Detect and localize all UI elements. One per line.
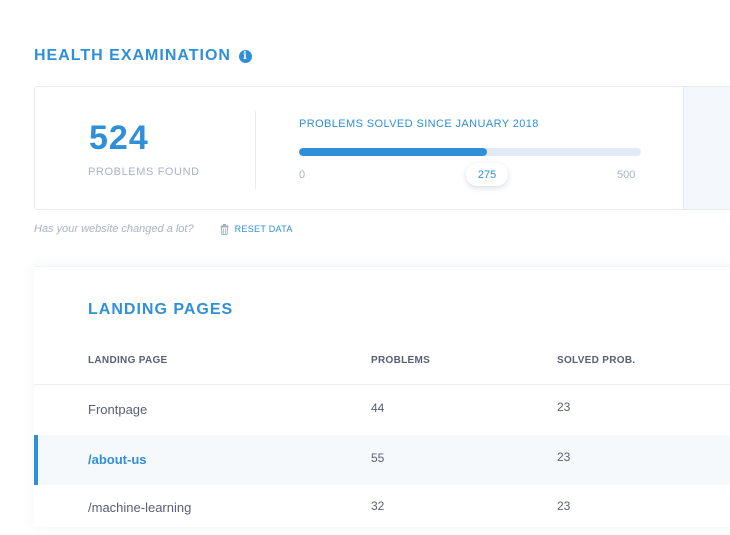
table-row[interactable]: Frontpage 44 23	[34, 385, 730, 435]
divider	[255, 111, 256, 189]
progress-value-badge: 275	[466, 163, 509, 186]
page-title-text: HEALTH EXAMINATION	[34, 47, 231, 64]
reset-data-label: RESET DATA	[234, 224, 293, 234]
landing-pages-card: LANDING PAGES LANDING PAGE PROBLEMS SOLV…	[34, 266, 730, 527]
progress-max-label: 500	[617, 169, 636, 181]
reset-data-button[interactable]: RESET DATA	[220, 223, 293, 235]
trash-icon	[220, 223, 229, 235]
side-panel	[683, 87, 730, 209]
summary-card: 524 PROBLEMS FOUND PROBLEMS SOLVED SINCE…	[34, 86, 730, 210]
problems-found-label: PROBLEMS FOUND	[88, 166, 200, 178]
column-header-problems[interactable]: PROBLEMS	[371, 355, 431, 366]
problems-cell: 32	[371, 499, 385, 513]
website-changed-question: Has your website changed a lot?	[34, 223, 194, 235]
landing-pages-title: LANDING PAGES	[88, 301, 234, 318]
solved-cell: 23	[557, 499, 571, 513]
landing-page-cell: /about-us	[88, 452, 147, 467]
progress-min-label: 0	[299, 169, 306, 181]
landing-page-cell: Frontpage	[88, 402, 148, 417]
column-header-landing-page[interactable]: LANDING PAGE	[88, 355, 168, 366]
website-changed-row: Has your website changed a lot? RESET DA…	[34, 223, 293, 235]
landing-page-cell: /machine-learning	[88, 500, 192, 515]
problems-cell: 44	[371, 401, 385, 415]
solved-cell: 23	[557, 450, 571, 464]
progress-fill	[299, 148, 488, 156]
solved-cell: 23	[557, 400, 571, 414]
problems-cell: 55	[371, 451, 385, 465]
header-divider	[34, 384, 730, 385]
page-title: HEALTH EXAMINATION i	[34, 47, 252, 65]
table-row[interactable]: /machine-learning 32 23	[34, 485, 730, 535]
progress-title: PROBLEMS SOLVED SINCE JANUARY 2018	[299, 118, 539, 130]
info-icon[interactable]: i	[238, 49, 252, 63]
column-header-solved[interactable]: SOLVED PROB.	[557, 355, 636, 366]
problems-found-count: 524	[89, 119, 149, 157]
progress-track	[299, 148, 641, 156]
table-row-selected[interactable]: /about-us 55 23	[34, 435, 730, 485]
